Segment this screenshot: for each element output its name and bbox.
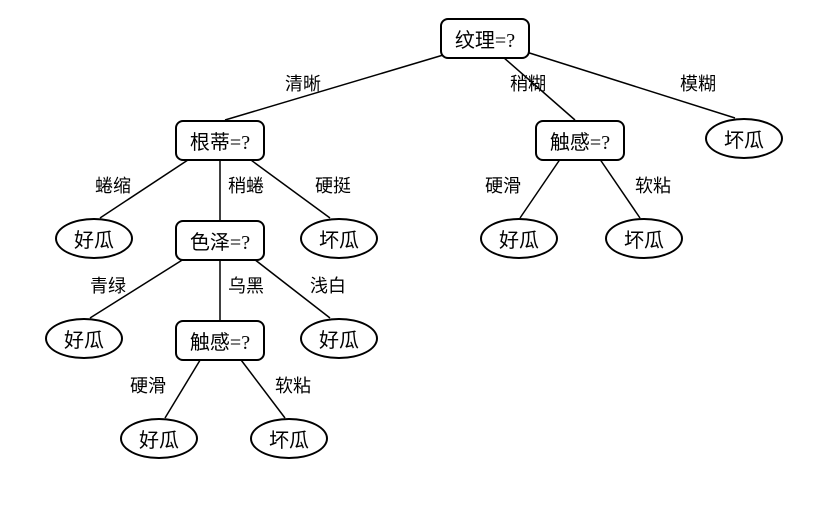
leaf-good-3: 好瓜 — [45, 318, 123, 359]
edge-label-slightblur: 稍糊 — [510, 70, 546, 96]
edge-label-black: 乌黑 — [228, 272, 264, 298]
node-touch-1: 触感=? — [535, 120, 625, 161]
edge-label-clear: 清晰 — [285, 70, 321, 96]
edge-label-softsticky-1: 软粘 — [635, 172, 671, 198]
edge-label-slightcurl: 稍蜷 — [228, 172, 264, 198]
node-touch-2: 触感=? — [175, 320, 265, 361]
node-color: 色泽=? — [175, 220, 265, 261]
edge-label-hardsmooth-2: 硬滑 — [130, 372, 166, 398]
edge-label-hardsmooth-1: 硬滑 — [485, 172, 521, 198]
node-texture: 纹理=? — [440, 18, 530, 59]
leaf-bad-2: 坏瓜 — [300, 218, 378, 259]
edge-label-green: 青绿 — [90, 272, 126, 298]
edge-line — [165, 352, 205, 418]
edge-line — [595, 152, 640, 218]
edge-label-lightwhite: 浅白 — [310, 272, 346, 298]
leaf-good-2: 好瓜 — [480, 218, 558, 259]
edge-label-softsticky-2: 软粘 — [275, 372, 311, 398]
edge-label-blurry: 模糊 — [680, 70, 716, 96]
leaf-good-4: 好瓜 — [300, 318, 378, 359]
leaf-good-1: 好瓜 — [55, 218, 133, 259]
edge-line — [520, 152, 565, 218]
node-root-stem: 根蒂=? — [175, 120, 265, 161]
leaf-good-5: 好瓜 — [120, 418, 198, 459]
leaf-bad-1: 坏瓜 — [705, 118, 783, 159]
leaf-bad-3: 坏瓜 — [605, 218, 683, 259]
leaf-bad-4: 坏瓜 — [250, 418, 328, 459]
edge-line — [225, 50, 460, 120]
edge-label-curled: 蜷缩 — [95, 172, 131, 198]
edge-label-stiff: 硬挺 — [315, 172, 351, 198]
